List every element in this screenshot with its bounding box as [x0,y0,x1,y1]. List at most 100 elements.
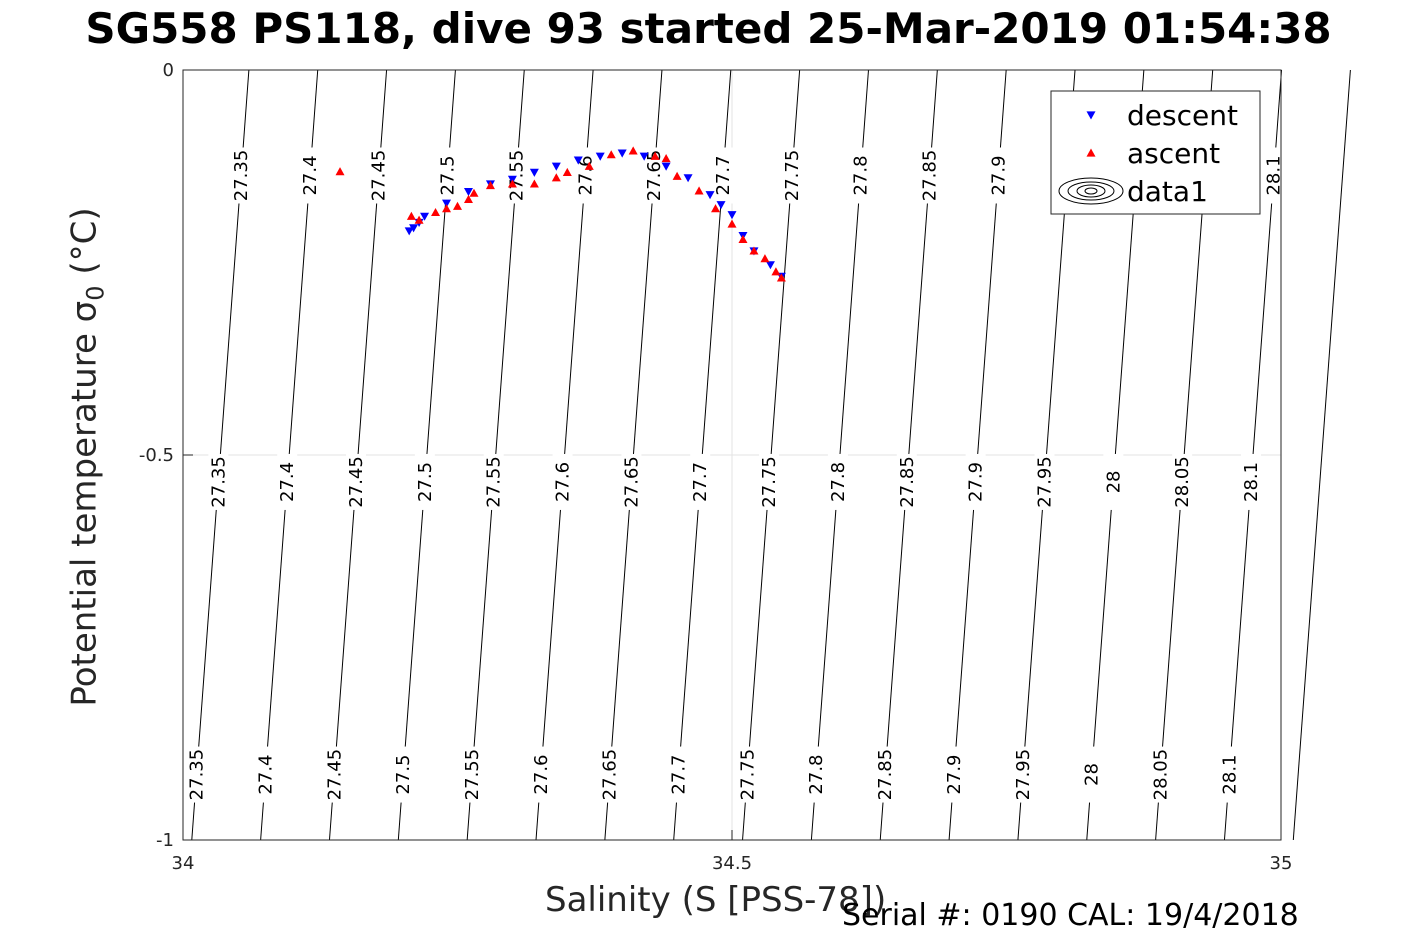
legend-descent-marker [1086,111,1096,120]
descent-marker [765,261,775,270]
descent-marker [639,152,649,161]
contour-label: 27.85 [920,150,941,202]
contour-label-gap [255,746,276,803]
contour-label-gap [965,453,986,510]
descent-marker [420,212,430,221]
contour-label: 28 [1103,470,1124,493]
contour-label: 27.75 [737,749,758,801]
descent-marker [551,162,561,171]
ascent-marker [749,246,759,255]
contour-label-gap [1219,746,1240,803]
x-tick-label: 34 [172,853,195,874]
ascent-marker [507,179,517,188]
contour-label-gap [346,453,367,510]
contour-label-gap [1103,453,1124,510]
contour-label: 28.05 [1172,456,1193,508]
ascent-marker [463,194,473,203]
ascent-marker [650,151,660,160]
contour-label: 27.45 [324,749,345,801]
contour-label: 27.55 [506,150,527,202]
ascent-marker [414,215,424,224]
ascent-marker [771,267,781,276]
ascent-marker [672,171,682,180]
serial-cal-footer: Serial #: 0190 CAL: 19/4/2018 [842,898,1299,933]
contour-label-gap [414,453,435,510]
contour-label-gap [806,746,827,803]
ascent-marker [529,179,539,188]
x-axis-label: Salinity (S [PSS-78]) [545,880,887,920]
contour-label: 27.65 [644,150,665,202]
contour-label-gap [644,147,665,204]
contour-label: 27.8 [828,462,849,502]
legend-contour-icon [1076,184,1106,198]
y-tick-label: -0.5 [139,445,174,466]
descent-marker [442,199,452,208]
ascent-marker [776,273,786,282]
contour-label-gap [530,746,551,803]
contour-label: 28.1 [1219,755,1240,795]
contour-label: 27.55 [462,749,483,801]
x-tick-label: 35 [1270,853,1293,874]
contour-label: 27.4 [255,755,276,795]
contour-label: 27.75 [759,456,780,508]
legend-label: ascent [1127,137,1220,170]
contour-label: 27.9 [966,462,987,502]
descent-marker [463,188,473,197]
contour-label: 27.7 [690,462,711,502]
legend-contour-icon [1067,181,1115,201]
contour-label: 27.35 [231,150,252,202]
contour-label-gap [1150,746,1171,803]
contour-label: 28.05 [1150,749,1171,801]
ascent-marker [431,207,441,217]
contour-label: 28 [1082,763,1103,786]
contour-label: 28.1 [1241,462,1262,502]
contour-label-gap [943,746,964,803]
contour-label: 27.55 [484,456,505,508]
ascent-marker [485,181,495,190]
contour-label-gap [393,746,414,803]
contour-label: 27.65 [600,749,621,801]
contour-label-gap [737,746,758,803]
ascent-marker [335,167,345,176]
descent-marker [595,152,605,161]
contour-label: 27.8 [851,155,872,195]
ascent-marker [453,201,462,210]
contour-label: 27.7 [713,155,734,195]
ascent-marker [727,219,737,228]
data-points [335,146,786,282]
descent-marker [661,162,671,171]
y-axis-label-main: Potential temperature [64,322,105,707]
contour-label-gap [712,147,733,204]
contour-label-gap [277,453,298,510]
contour-label-gap [368,147,389,204]
contour-label-gap [575,147,596,204]
legend-ascent-marker [1086,148,1096,157]
legend-label: descent [1127,99,1238,132]
ascent-marker [562,167,572,177]
descent-marker [617,149,627,158]
legend: descent ascent data1 [1050,90,1261,215]
descent-marker [716,201,726,210]
contour-label: 27.35 [208,456,229,508]
contour-label: 27.45 [346,456,367,508]
isopycnal-line [1292,69,1351,841]
y-tick-label: -1 [156,830,174,851]
contour-label-gap [1034,453,1055,510]
contour-label-gap [896,453,917,510]
y-axis-label-unit: (°C) [64,207,105,286]
descent-marker [409,224,419,233]
ascent-marker [628,146,638,155]
y-axis-label-sub: 0 [81,285,110,301]
contour-label-gap [1263,147,1284,204]
contour-label-gap [919,147,940,204]
contour-label: 27.85 [897,456,918,508]
contour-label-gap [781,147,802,204]
ascent-marker [469,188,479,197]
contour-label: 27.5 [393,755,414,795]
legend-contour-icon [1084,187,1098,195]
contour-label: 27.9 [988,155,1009,195]
contour-label: 27.65 [621,456,642,508]
descent-marker [705,191,715,200]
x-tick-label: 34.5 [712,853,752,874]
